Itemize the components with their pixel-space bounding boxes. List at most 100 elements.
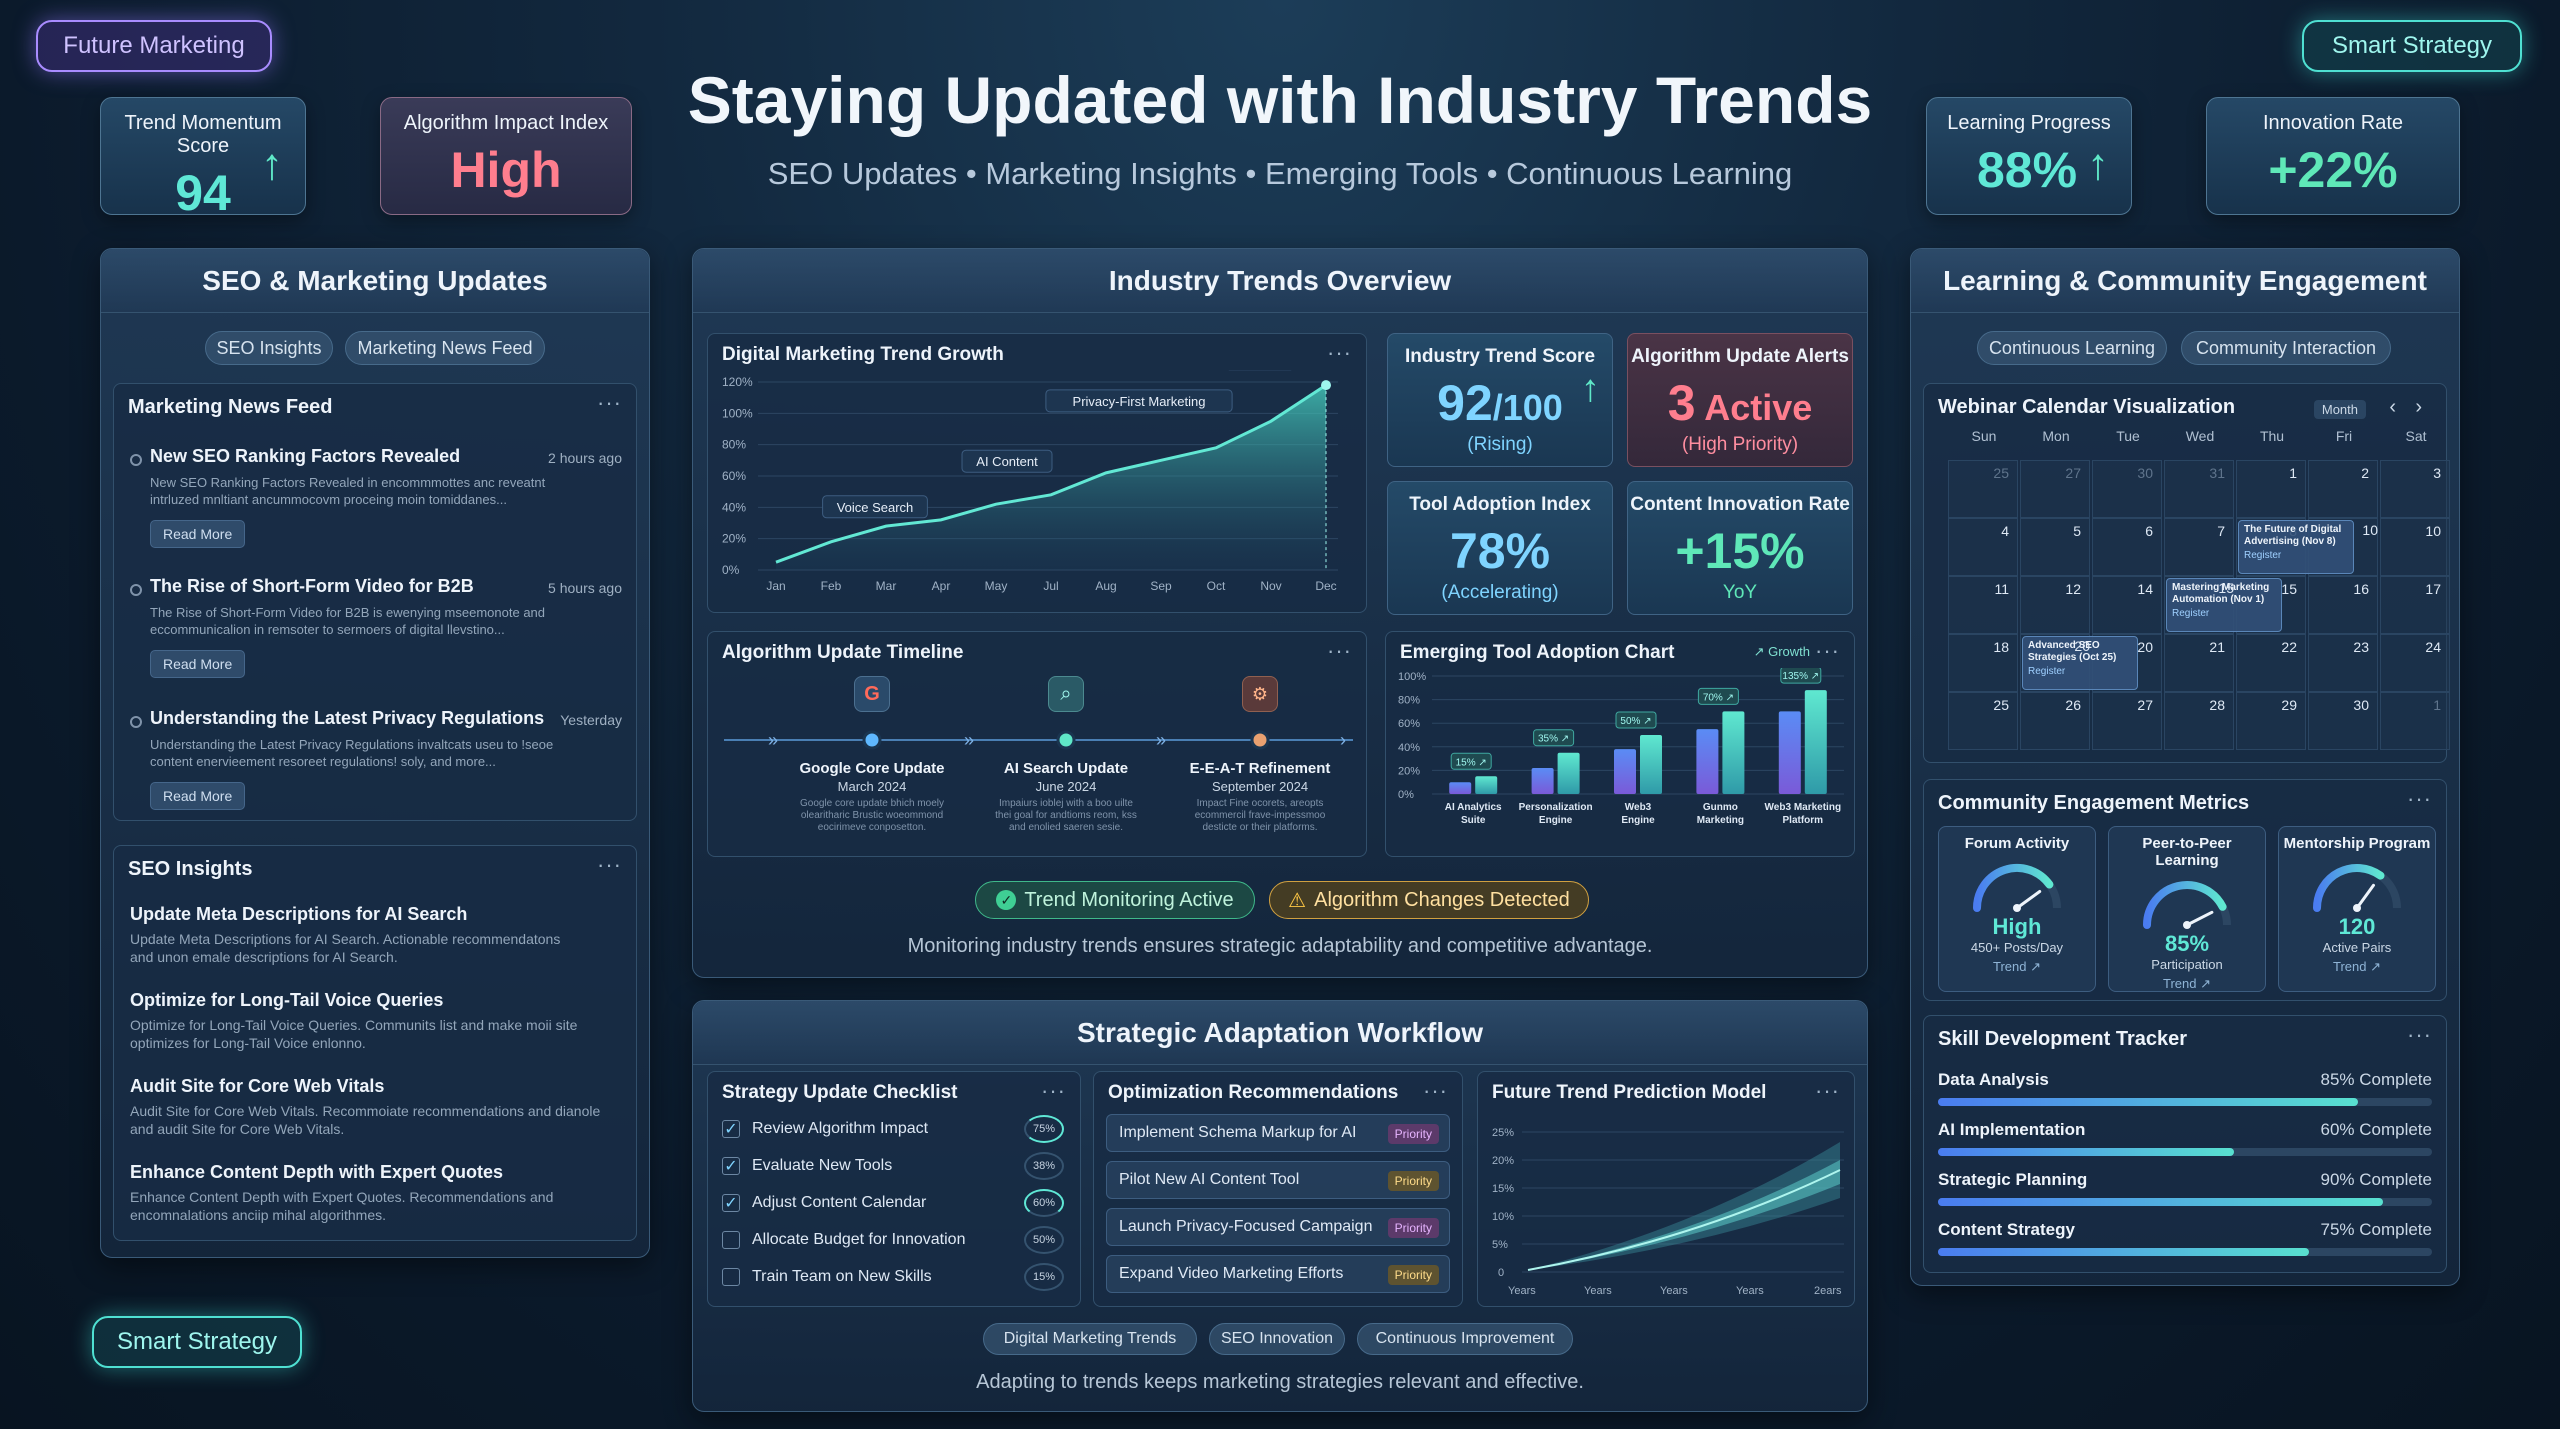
insight-title[interactable]: Optimize for Long-Tail Voice Queries	[130, 990, 444, 1010]
insight-title[interactable]: Audit Site for Core Web Vitals	[130, 1076, 385, 1096]
read-more-button[interactable]: Read More	[150, 520, 246, 548]
calendar-day-cell[interactable]: 21	[2164, 634, 2234, 692]
calendar-day-cell[interactable]: 5	[2020, 518, 2090, 576]
event-date: March 2024	[837, 779, 907, 794]
calendar-day-cell[interactable]: 11	[1948, 576, 2018, 634]
calendar-day-cell[interactable]: 18	[1948, 634, 2018, 692]
gauge-trend: Trend ↗	[1993, 959, 2041, 974]
calendar-day-cell[interactable]: 4	[1948, 518, 2018, 576]
industry-trend-score-card: Industry Trend Score 92/100 (Rising) ↑	[1387, 333, 1613, 467]
more-icon[interactable]: ···	[1327, 638, 1352, 663]
calendar-day-cell[interactable]: 23	[2308, 634, 2378, 692]
more-icon[interactable]: ···	[597, 852, 622, 877]
skill-progress-label: 90% Complete	[2320, 1170, 2432, 1189]
gauge-peer-learning[interactable]: Peer-to-Peer Learning 85% Participation …	[2108, 826, 2266, 992]
skill-tracker-card: Skill Development Tracker ··· Data Analy…	[1923, 1015, 2447, 1273]
tab-continuous-learning[interactable]: Continuous Learning	[1977, 331, 2167, 365]
read-more-button[interactable]: Read More	[150, 650, 246, 678]
calendar-day-cell[interactable]: 3	[2380, 460, 2450, 518]
register-link[interactable]: Register	[2244, 550, 2282, 561]
recommendation-item[interactable]: Launch Privacy-Focused Campaign Priority	[1106, 1208, 1450, 1246]
recommendation-item[interactable]: Pilot New AI Content Tool Priority	[1106, 1161, 1450, 1199]
more-icon[interactable]: ···	[1327, 340, 1352, 365]
calendar-day-cell[interactable]: 6	[2092, 518, 2162, 576]
calendar-day-cell[interactable]: 25	[1948, 692, 2018, 750]
webinar-event[interactable]: Advanced SEO Strategies (Oct 25) Register	[2022, 636, 2138, 690]
timeline-event[interactable]: AI Search Update June 2024 Impaiurs iobl…	[966, 760, 1166, 834]
gauge-forum-activity[interactable]: Forum Activity High 450+ Posts/Day Trend…	[1938, 826, 2096, 992]
checkbox-icon[interactable]	[722, 1231, 740, 1249]
calendar-day-cell[interactable]: 2	[2308, 460, 2378, 518]
checkbox-icon[interactable]	[722, 1268, 740, 1286]
checkbox-icon[interactable]: ✓	[722, 1157, 740, 1175]
checklist-item[interactable]: ✓ Adjust Content Calendar	[722, 1188, 1062, 1218]
calendar-day-cell[interactable]: 30	[2092, 460, 2162, 518]
smart-strategy-chip-bottom[interactable]: Smart Strategy	[92, 1316, 302, 1368]
checklist-item[interactable]: Allocate Budget for Innovation	[722, 1225, 1062, 1255]
more-icon[interactable]: ···	[2407, 786, 2432, 811]
more-icon[interactable]: ···	[2407, 1022, 2432, 1047]
more-icon[interactable]: ···	[597, 390, 622, 415]
tag-continuous-improvement[interactable]: Continuous Improvement	[1357, 1323, 1573, 1355]
calendar-day-cell[interactable]: 24	[2380, 634, 2450, 692]
calendar-day-cell[interactable]: 16	[2308, 576, 2378, 634]
algorithm-changes-status[interactable]: ⚠ Algorithm Changes Detected	[1269, 881, 1589, 919]
trend-monitoring-status[interactable]: ✓ Trend Monitoring Active	[975, 881, 1255, 919]
annotation-box	[822, 495, 928, 519]
checklist-item[interactable]: ✓ Evaluate New Tools	[722, 1151, 1062, 1181]
timeline-event[interactable]: E-E-A-T Refinement September 2024 Impact…	[1160, 760, 1360, 834]
news-item-title[interactable]: Understanding the Latest Privacy Regulat…	[150, 708, 545, 728]
future-marketing-chip[interactable]: Future Marketing	[36, 20, 272, 72]
checklist-item[interactable]: ✓ Review Algorithm Impact	[722, 1114, 1062, 1144]
month-view-button[interactable]: Month	[2313, 400, 2366, 419]
calendar-day-cell[interactable]: 1	[2380, 692, 2450, 750]
timeline-event[interactable]: Google Core Update March 2024 Google cor…	[772, 760, 972, 834]
news-item-title[interactable]: The Rise of Short-Form Video for B2B	[150, 576, 474, 596]
calendar-day-cell[interactable]: 30	[2308, 692, 2378, 750]
checklist-item[interactable]: Train Team on New Skills	[722, 1262, 1062, 1292]
calendar-day-cell[interactable]: 12	[2020, 576, 2090, 634]
x-tick-label: Platform	[1783, 815, 1824, 826]
more-icon[interactable]: ···	[1815, 638, 1840, 663]
calendar-day-cell[interactable]: 1	[2236, 460, 2306, 518]
calendar-day-cell[interactable]: 26	[2020, 692, 2090, 750]
calendar-day-cell[interactable]: 25	[1948, 460, 2018, 518]
bar	[1778, 711, 1801, 794]
calendar-day-cell[interactable]: 31	[2164, 460, 2234, 518]
webinar-event[interactable]: Mastering Marketing Automation (Nov 1) Re…	[2166, 578, 2282, 632]
insight-title[interactable]: Update Meta Descriptions for AI Search	[130, 904, 468, 924]
recommendation-item[interactable]: Implement Schema Markup for AI Priority	[1106, 1114, 1450, 1152]
more-icon[interactable]: ···	[1041, 1078, 1066, 1103]
recommendation-item[interactable]: Expand Video Marketing Efforts Priority	[1106, 1255, 1450, 1293]
calendar-day-cell[interactable]: 29	[2236, 692, 2306, 750]
webinar-event[interactable]: The Future of Digital Advertising (Nov 8…	[2238, 520, 2354, 574]
calendar-day-cell[interactable]: 14	[2092, 576, 2162, 634]
smart-strategy-chip-top[interactable]: Smart Strategy	[2302, 20, 2522, 72]
chevron-left-icon[interactable]: ‹	[2389, 396, 2396, 418]
read-more-button[interactable]: Read More	[150, 782, 246, 810]
skill-progress-bar	[1938, 1148, 2432, 1156]
tab-seo-insights[interactable]: SEO Insights	[205, 331, 333, 365]
calendar-day-cell[interactable]: 7	[2164, 518, 2234, 576]
tag-digital-marketing-trends[interactable]: Digital Marketing Trends	[983, 1323, 1197, 1355]
calendar-day-cell[interactable]: 27	[2020, 460, 2090, 518]
calendar-day-cell[interactable]: 22	[2236, 634, 2306, 692]
gauge-mentorship[interactable]: Mentorship Program 120 Active Pairs Tren…	[2278, 826, 2436, 992]
calendar-day-cell[interactable]: 28	[2164, 692, 2234, 750]
checkbox-icon[interactable]: ✓	[722, 1194, 740, 1212]
calendar-day-cell[interactable]: 10	[2380, 518, 2450, 576]
calendar-date: 21	[2209, 639, 2225, 655]
more-icon[interactable]: ···	[1423, 1078, 1448, 1103]
register-link[interactable]: Register	[2172, 608, 2210, 619]
chevron-right-icon[interactable]: ›	[2415, 396, 2422, 418]
tag-seo-innovation[interactable]: SEO Innovation	[1209, 1323, 1345, 1355]
tab-marketing-news-feed[interactable]: Marketing News Feed	[345, 331, 545, 365]
checkbox-icon[interactable]: ✓	[722, 1120, 740, 1138]
calendar-day-cell[interactable]: 27	[2092, 692, 2162, 750]
tab-community-interaction[interactable]: Community Interaction	[2181, 331, 2391, 365]
news-item-title[interactable]: New SEO Ranking Factors Revealed	[150, 446, 461, 466]
register-link[interactable]: Register	[2028, 666, 2066, 677]
more-icon[interactable]: ···	[1815, 1078, 1840, 1103]
insight-title[interactable]: Enhance Content Depth with Expert Quotes	[130, 1162, 504, 1182]
calendar-day-cell[interactable]: 17	[2380, 576, 2450, 634]
